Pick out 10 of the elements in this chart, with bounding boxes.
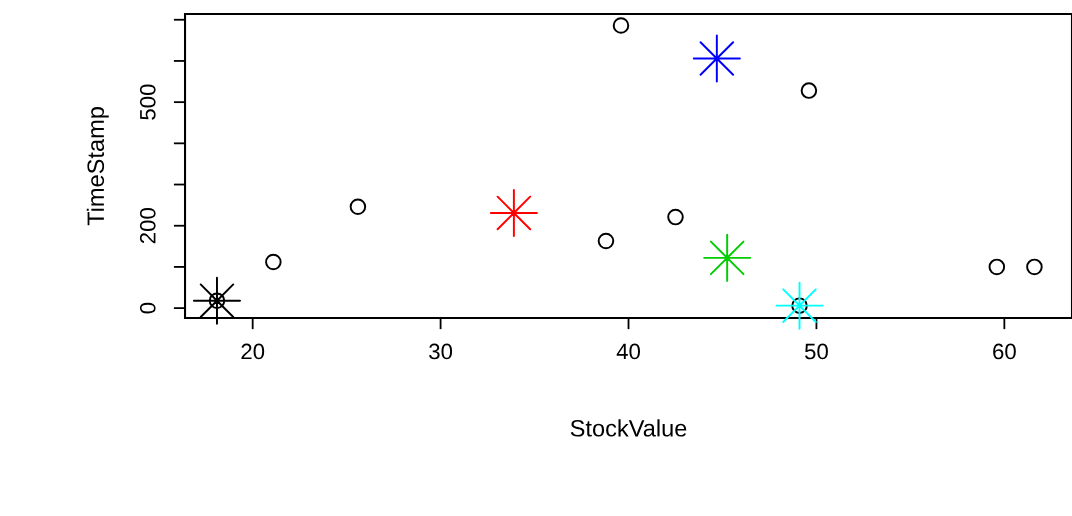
y-tick-label: 500 xyxy=(139,84,156,120)
y-tick-label: 200 xyxy=(139,208,156,244)
y-axis-title: TimeStamp xyxy=(86,107,109,226)
x-tick-label: 30 xyxy=(429,343,453,360)
x-tick-label: 40 xyxy=(616,343,640,360)
x-tick-label: 50 xyxy=(804,343,828,360)
x-tick-label: 20 xyxy=(241,343,265,360)
y-tick-label: 0 xyxy=(139,302,156,314)
x-axis-title: StockValue xyxy=(570,419,687,437)
x-tick-label: 60 xyxy=(993,343,1016,360)
